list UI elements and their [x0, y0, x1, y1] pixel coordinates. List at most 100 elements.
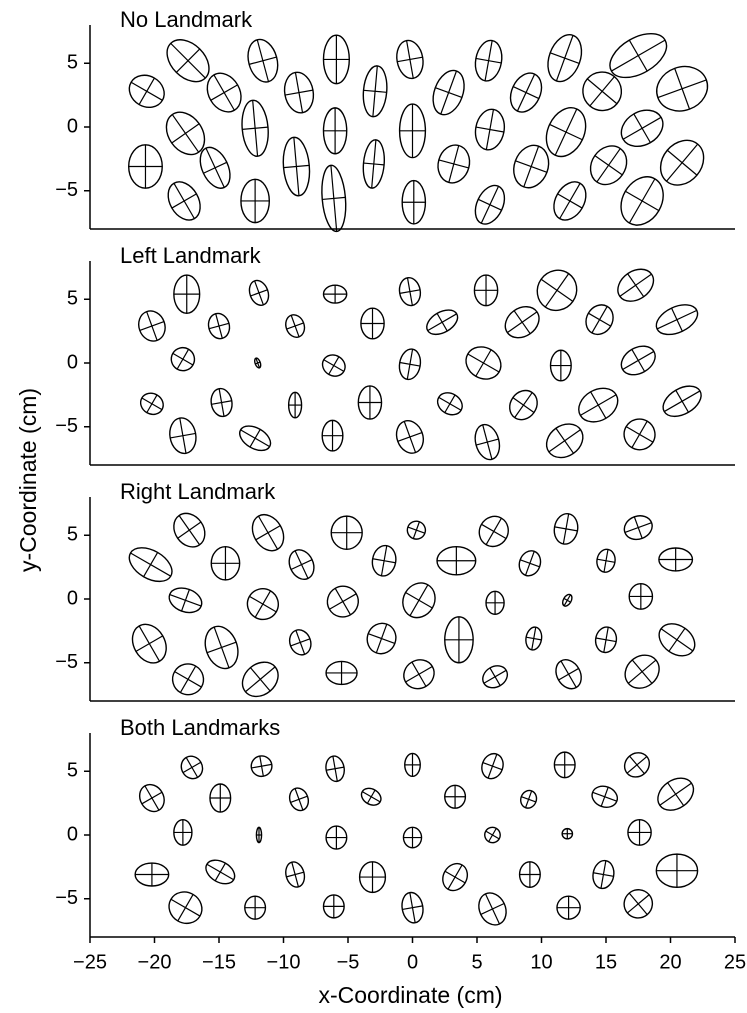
ellipse-mark [655, 853, 699, 888]
ellipse-axis [524, 551, 535, 576]
ellipse-mark [582, 71, 623, 112]
ellipse-axis [176, 348, 190, 370]
ellipse-axis [589, 76, 615, 107]
ellipse-mark [371, 544, 397, 577]
ellipse-mark [330, 515, 363, 550]
ellipse-axis [531, 627, 537, 650]
ellipse-mark [285, 314, 306, 338]
ellipse-mark [624, 654, 660, 689]
ellipse-axis [213, 626, 230, 669]
ellipse-axis [330, 165, 338, 232]
ellipse-axis [667, 782, 685, 807]
ellipse-mark [169, 417, 197, 455]
ellipse-mark [206, 72, 242, 113]
y-tick-label: 5 [67, 288, 78, 310]
ellipse [504, 306, 540, 339]
ellipse-axis [440, 70, 458, 115]
ellipse-axis [409, 892, 416, 923]
ellipse [169, 417, 197, 455]
ellipse-axis [631, 420, 648, 448]
ellipse [589, 145, 628, 186]
ellipse-mark [401, 179, 427, 225]
ellipse-mark [362, 139, 385, 189]
ellipse-mark [444, 616, 474, 664]
ellipse [288, 549, 315, 580]
ellipse [555, 659, 582, 690]
ellipse-mark [325, 660, 358, 686]
ellipse-mark [474, 423, 501, 461]
ellipse-axis [218, 388, 225, 417]
ellipse-axis [406, 349, 414, 380]
ellipse-axis [627, 273, 645, 298]
ellipse-mark [553, 512, 579, 545]
ellipse-axis [254, 590, 272, 618]
panel-title: Left Landmark [120, 243, 262, 268]
ellipse-axis [294, 550, 309, 579]
ellipse-mark [481, 752, 504, 780]
y-tick-label: 5 [67, 52, 78, 74]
ellipse-mark [199, 146, 231, 189]
ellipse-mark [403, 659, 435, 690]
ellipse-axis [560, 660, 577, 688]
ellipse-mark [509, 389, 538, 421]
ellipse-mark [504, 306, 540, 339]
ellipse-axis [513, 310, 531, 335]
ellipse-axis [523, 145, 540, 188]
ellipse-mark [255, 826, 263, 844]
ellipse-axis [475, 349, 492, 377]
ellipse-axis [406, 40, 414, 79]
y-tick-label: 5 [67, 524, 78, 546]
ellipse [436, 392, 463, 416]
ellipse-axis [544, 273, 570, 308]
ellipse [585, 304, 614, 336]
ellipse-mark [254, 357, 262, 369]
ellipse-mark [536, 269, 578, 312]
ellipse-axis [600, 860, 607, 889]
ellipse [371, 544, 397, 577]
ellipse-axis [291, 862, 299, 887]
ellipse-axis [671, 307, 683, 332]
ellipse-mark [509, 72, 543, 113]
ellipse-axis [179, 417, 187, 454]
ellipse-mark [623, 418, 656, 451]
ellipse-axis [480, 186, 500, 224]
ellipse [204, 625, 239, 670]
ellipse-axis [146, 311, 158, 341]
ellipse-mark [248, 279, 270, 306]
ellipse-mark [167, 181, 201, 221]
ellipse-mark [322, 894, 345, 919]
ellipse-mark [402, 826, 423, 849]
y-tick-label: −5 [55, 179, 78, 201]
ellipse-mark [247, 38, 279, 83]
ellipse-axis [487, 753, 498, 779]
ellipse-mark [250, 755, 273, 778]
ellipse-axis [380, 545, 388, 576]
ellipse-mark [620, 345, 656, 376]
ellipse-mark [589, 145, 628, 186]
ellipse-mark [436, 392, 463, 416]
ellipse-mark [321, 419, 344, 452]
ellipse-mark [401, 891, 424, 924]
ellipse-mark [285, 861, 306, 888]
ellipse-mark [404, 752, 421, 778]
ellipse-mark [239, 425, 272, 452]
ellipse-axis [254, 280, 264, 306]
ellipse-mark [322, 284, 348, 304]
ellipse-mark [436, 546, 477, 576]
ellipse-mark [322, 34, 350, 85]
ellipse-mark [210, 387, 233, 418]
ellipse-mark [556, 895, 581, 920]
ellipse-mark [171, 663, 205, 696]
ellipse-mark [609, 33, 668, 79]
ellipse-mark [525, 626, 543, 651]
ellipse-axis [633, 113, 651, 143]
ellipse-axis [406, 277, 413, 306]
ellipse-mark [244, 895, 267, 920]
ellipse-mark [241, 661, 279, 698]
ellipse-axis [366, 789, 376, 804]
ellipse [330, 515, 363, 550]
y-tick-label: 0 [67, 823, 78, 845]
ellipse-axis [590, 391, 607, 419]
panel-title: Both Landmarks [120, 715, 280, 740]
ellipse-mark [168, 891, 203, 925]
